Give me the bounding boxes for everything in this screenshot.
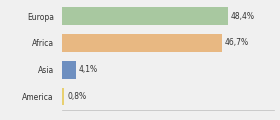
Text: 46,7%: 46,7% xyxy=(225,38,249,47)
Text: 0,8%: 0,8% xyxy=(67,92,86,101)
Bar xyxy=(62,61,76,79)
Text: 48,4%: 48,4% xyxy=(230,12,255,21)
Bar xyxy=(62,34,222,52)
Bar xyxy=(62,88,64,105)
Text: 4,1%: 4,1% xyxy=(78,65,97,74)
Bar xyxy=(62,7,228,25)
